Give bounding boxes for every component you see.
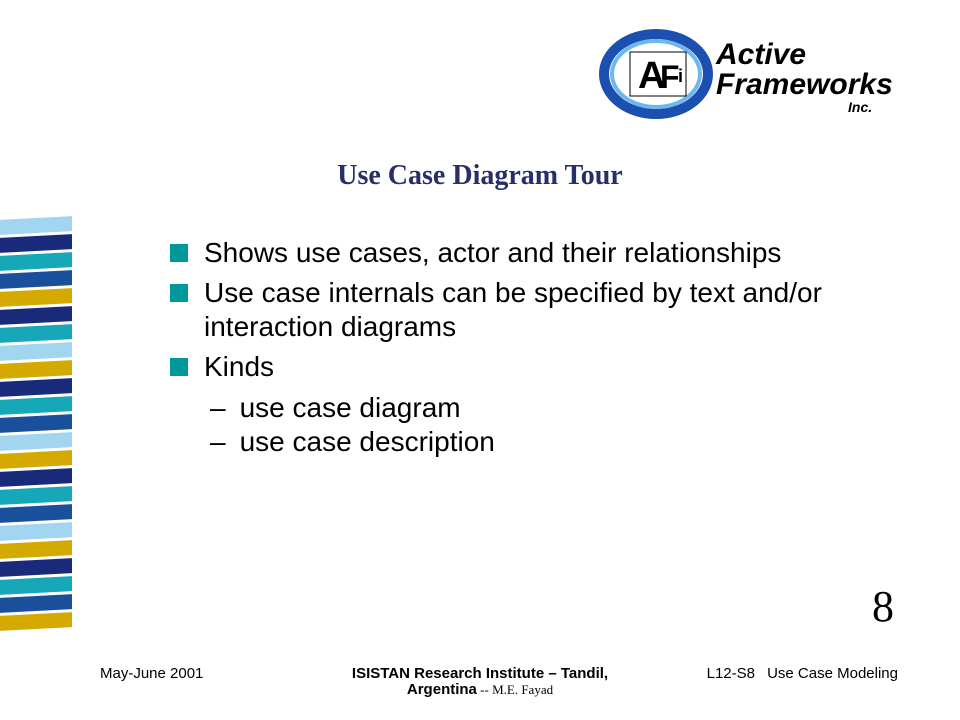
bullet-text: Use case internals can be specified by t… bbox=[204, 276, 850, 344]
dash-bullet-icon: – bbox=[210, 425, 226, 459]
stripe bbox=[0, 576, 72, 595]
stripe bbox=[0, 216, 72, 235]
slide-body: Shows use cases, actor and their relatio… bbox=[170, 236, 850, 459]
stripe bbox=[0, 378, 72, 397]
svg-text:i: i bbox=[678, 66, 683, 86]
stripe bbox=[0, 414, 72, 433]
footer-topic: Use Case Modeling bbox=[767, 665, 898, 682]
footer-author: -- M.E. Fayad bbox=[477, 682, 553, 697]
bullet-level1: Kinds bbox=[170, 350, 850, 384]
square-bullet-icon bbox=[170, 244, 188, 262]
stripe bbox=[0, 234, 72, 253]
svg-text:Inc.: Inc. bbox=[848, 99, 872, 115]
sub-bullet-text: use case diagram bbox=[240, 391, 461, 425]
stripe bbox=[0, 486, 72, 505]
slide-title: Use Case Diagram Tour bbox=[0, 160, 960, 192]
sub-bullet-text: use case description bbox=[240, 425, 495, 459]
footer-slide-code: L12-S8 bbox=[707, 665, 755, 682]
svg-text:Frameworks: Frameworks bbox=[716, 68, 893, 101]
dash-bullet-icon: – bbox=[210, 391, 226, 425]
bullet-level2: –use case diagram bbox=[210, 391, 850, 425]
footer-institute-line2: Argentina -- M.E. Fayad bbox=[0, 681, 960, 698]
stripe bbox=[0, 288, 72, 307]
svg-text:Active: Active bbox=[715, 38, 806, 71]
stripe bbox=[0, 612, 72, 631]
company-logo: A F i Active Frameworks Inc. bbox=[598, 28, 898, 120]
square-bullet-icon bbox=[170, 358, 188, 376]
side-stripes bbox=[0, 218, 72, 632]
bullet-level1: Shows use cases, actor and their relatio… bbox=[170, 236, 850, 270]
bullet-text: Shows use cases, actor and their relatio… bbox=[204, 236, 781, 270]
stripe bbox=[0, 558, 72, 577]
stripe bbox=[0, 396, 72, 415]
stripe bbox=[0, 306, 72, 325]
stripe bbox=[0, 432, 72, 451]
stripe bbox=[0, 468, 72, 487]
stripe bbox=[0, 540, 72, 559]
square-bullet-icon bbox=[170, 284, 188, 302]
stripe bbox=[0, 450, 72, 469]
bullet-level1: Use case internals can be specified by t… bbox=[170, 276, 850, 344]
stripe bbox=[0, 252, 72, 271]
stripe bbox=[0, 522, 72, 541]
footer-location: Argentina bbox=[407, 681, 477, 698]
bullet-level2: –use case description bbox=[210, 425, 850, 459]
stripe bbox=[0, 594, 72, 613]
stripe bbox=[0, 324, 72, 343]
stripe bbox=[0, 270, 72, 289]
bullet-text: Kinds bbox=[204, 350, 274, 384]
stripe bbox=[0, 342, 72, 361]
stripe bbox=[0, 504, 72, 523]
slide-number: 8 bbox=[872, 581, 894, 632]
svg-text:F: F bbox=[660, 59, 680, 95]
stripe bbox=[0, 360, 72, 379]
